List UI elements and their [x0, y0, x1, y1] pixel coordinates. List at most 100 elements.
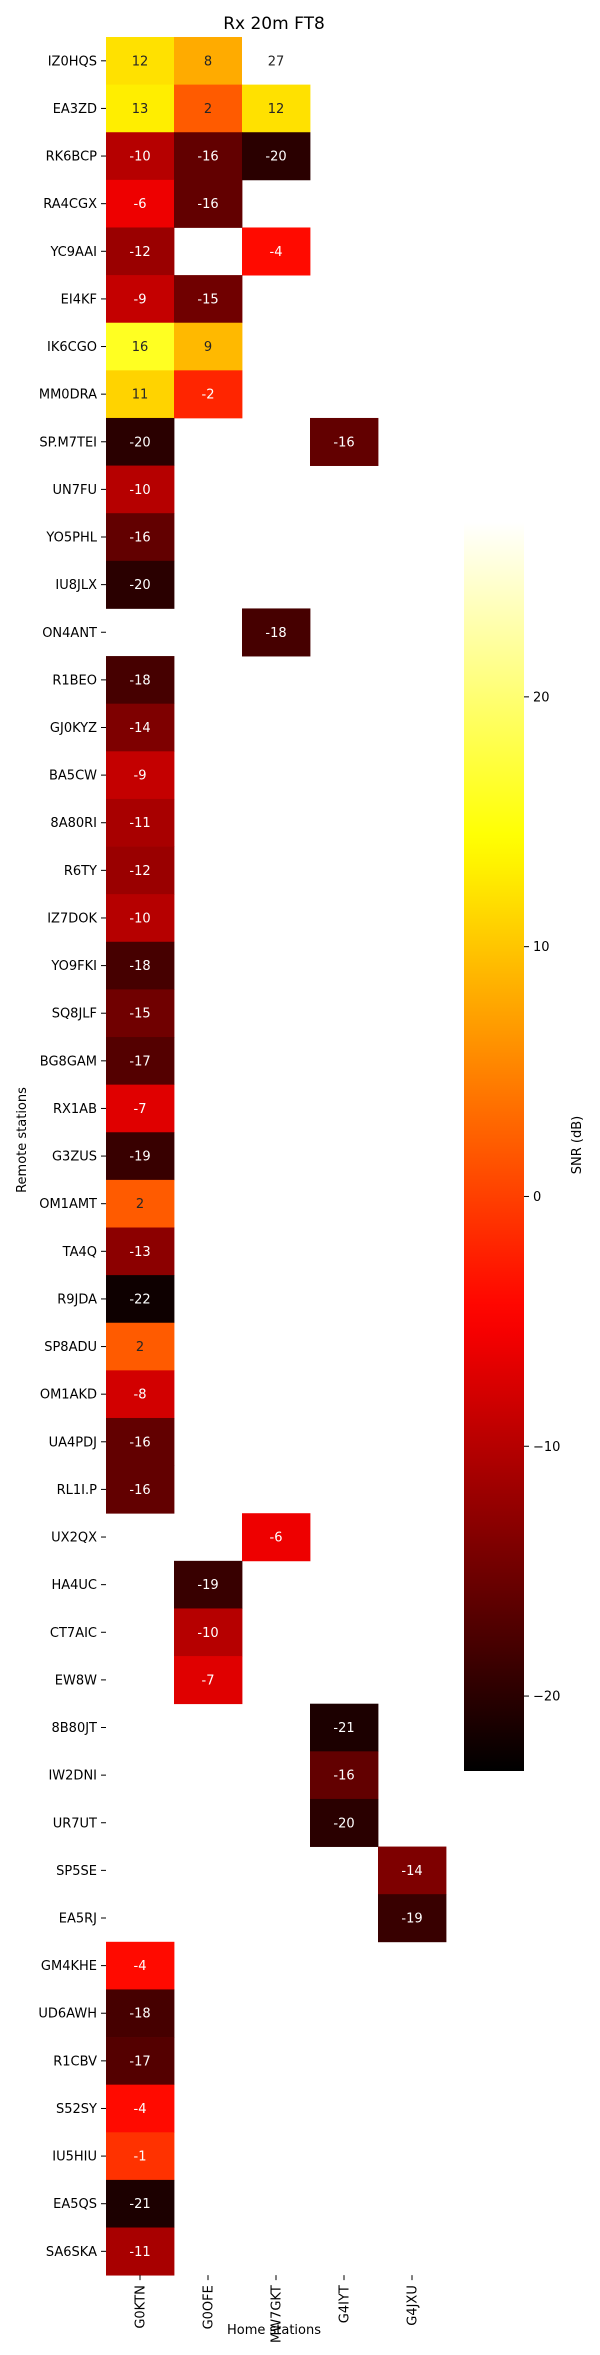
cell-value-label: -16 — [129, 1483, 150, 1498]
row-tick-label: RK6BCP — [46, 150, 98, 165]
cell-value-label: -11 — [129, 816, 150, 831]
cell-value-label: -15 — [197, 292, 218, 307]
cell-value-label: -12 — [129, 245, 150, 260]
row-tick-label: SP5SE — [56, 1864, 97, 1879]
cell-value-label: -20 — [333, 1816, 354, 1831]
heatmap-cell — [174, 275, 243, 324]
cell-value-label: -13 — [129, 1245, 150, 1260]
heatmap-cell — [242, 227, 311, 276]
heatmap-cell — [106, 2132, 175, 2181]
cell-value-label: -19 — [197, 1578, 218, 1593]
cell-value-label: -1 — [134, 2150, 147, 2165]
cell-value-label: -11 — [129, 2245, 150, 2260]
heatmap-cell — [378, 1894, 447, 1943]
cell-value-label: 13 — [132, 102, 149, 117]
cell-value-label: -4 — [270, 245, 283, 260]
row-tick-label: S52SY — [56, 2102, 97, 2117]
heatmap-cell — [106, 941, 175, 990]
y-axis-label: Remote stations — [15, 1087, 30, 1193]
column-tick-label: G4JXU — [406, 2285, 421, 2326]
cell-value-label: -16 — [333, 1769, 354, 1784]
heatmap-cell — [106, 846, 175, 895]
chart-title: Rx 20m FT8 — [223, 14, 325, 34]
cell-value-label: -18 — [265, 626, 286, 641]
heatmap-cell — [310, 1703, 379, 1752]
heatmap-cell — [310, 1751, 379, 1800]
cell-value-label: -6 — [270, 1531, 283, 1546]
cell-value-label: -10 — [129, 911, 150, 926]
row-tick-label: GM4KHE — [41, 1959, 97, 1974]
heatmap-cell — [106, 751, 175, 800]
column-tick-label: G0KTN — [134, 2285, 149, 2329]
heatmap-cell — [310, 1798, 379, 1847]
cell-value-label: -16 — [197, 197, 218, 212]
cell-value-label: -9 — [134, 292, 147, 307]
row-tick-labels: IZ0HQS EA3ZD RK6BCP RA4CGX YC9AAI EI4KF IK6CGO… — [38, 54, 106, 2260]
heatmap-cell — [106, 1132, 175, 1181]
row-tick-label: UR7UT — [53, 1816, 97, 1831]
row-tick-label: RL1I.P — [57, 1483, 98, 1498]
cell-value-label: -16 — [197, 150, 218, 165]
row-tick-label: R1BEO — [52, 673, 97, 688]
cell-value-label: -7 — [134, 1102, 147, 1117]
cell-value-label: 12 — [268, 102, 285, 117]
cell-value-label: -17 — [129, 2054, 150, 2069]
cell-value-label: -8 — [134, 1388, 147, 1403]
row-tick-label: SQ8JLF — [52, 1007, 97, 1022]
cell-value-label: 2 — [204, 102, 212, 117]
row-tick-label: R1CBV — [53, 2054, 97, 2069]
row-tick-label: OM1AKD — [40, 1388, 97, 1403]
row-tick-label: SA6SKA — [46, 2245, 97, 2260]
row-tick-label: UA4PDJ — [49, 1435, 97, 1450]
heatmap-cell — [174, 1608, 243, 1657]
cell-value-label: -4 — [134, 2102, 147, 2117]
heatmap-cell — [106, 656, 175, 705]
colorbar-bar — [464, 522, 524, 1771]
cell-value-label: -17 — [129, 1054, 150, 1069]
cell-value-label: -18 — [129, 2007, 150, 2022]
cell-value-label: -10 — [129, 483, 150, 498]
cell-value-label: -21 — [129, 2197, 150, 2212]
heatmap-cell — [310, 417, 379, 466]
cell-value-label: -14 — [401, 1864, 422, 1879]
row-tick-label: R6TY — [64, 864, 97, 879]
row-tick-label: IZ0HQS — [48, 54, 97, 69]
heatmap-cell — [106, 798, 175, 847]
heatmap-cell — [242, 608, 311, 657]
heatmap-cell — [106, 1989, 175, 2038]
row-tick-label: MM0DRA — [39, 388, 97, 403]
cell-value-label: 8 — [204, 54, 212, 69]
heatmap-cell — [106, 1941, 175, 1990]
row-tick-label: RX1AB — [53, 1102, 97, 1117]
row-tick-label: YO5PHL — [45, 531, 97, 546]
heatmap-cell — [106, 37, 175, 86]
cell-value-label: 27 — [268, 54, 285, 69]
row-tick-label: SP8ADU — [44, 1340, 97, 1355]
cell-value-label: 12 — [132, 54, 149, 69]
heatmap-cell — [106, 322, 175, 371]
heatmap-cell — [106, 2227, 175, 2276]
cell-value-label: -18 — [129, 673, 150, 688]
row-tick-label: IW2DNI — [48, 1769, 97, 1784]
cell-value-label: -20 — [129, 578, 150, 593]
column-tick-label: G0OFE — [202, 2285, 217, 2329]
heatmap-cell — [106, 417, 175, 466]
cell-value-label: -12 — [129, 864, 150, 879]
heatmap-cell — [174, 1560, 243, 1609]
row-tick-label: 8B80JT — [51, 1721, 97, 1736]
colorbar-tick-label: 20 — [533, 690, 550, 705]
cell-value-label: -15 — [129, 1007, 150, 1022]
row-tick-label: IK6CGO — [47, 340, 97, 355]
cell-value-label: -20 — [129, 435, 150, 450]
row-tick-label: TA4Q — [62, 1245, 97, 1260]
heatmap-cell — [106, 1322, 175, 1371]
cell-value-label: -10 — [197, 1626, 218, 1641]
column-tick-label: MW7GKT — [270, 2285, 285, 2343]
cell-value-label: -14 — [129, 721, 150, 736]
x-axis-label: Home stations — [227, 2323, 321, 2338]
row-tick-label: UX2QX — [51, 1531, 97, 1546]
row-tick-label: IU5HIU — [52, 2150, 97, 2165]
row-tick-label: EA5RJ — [59, 1911, 97, 1926]
row-tick-label: IU8JLX — [55, 578, 97, 593]
